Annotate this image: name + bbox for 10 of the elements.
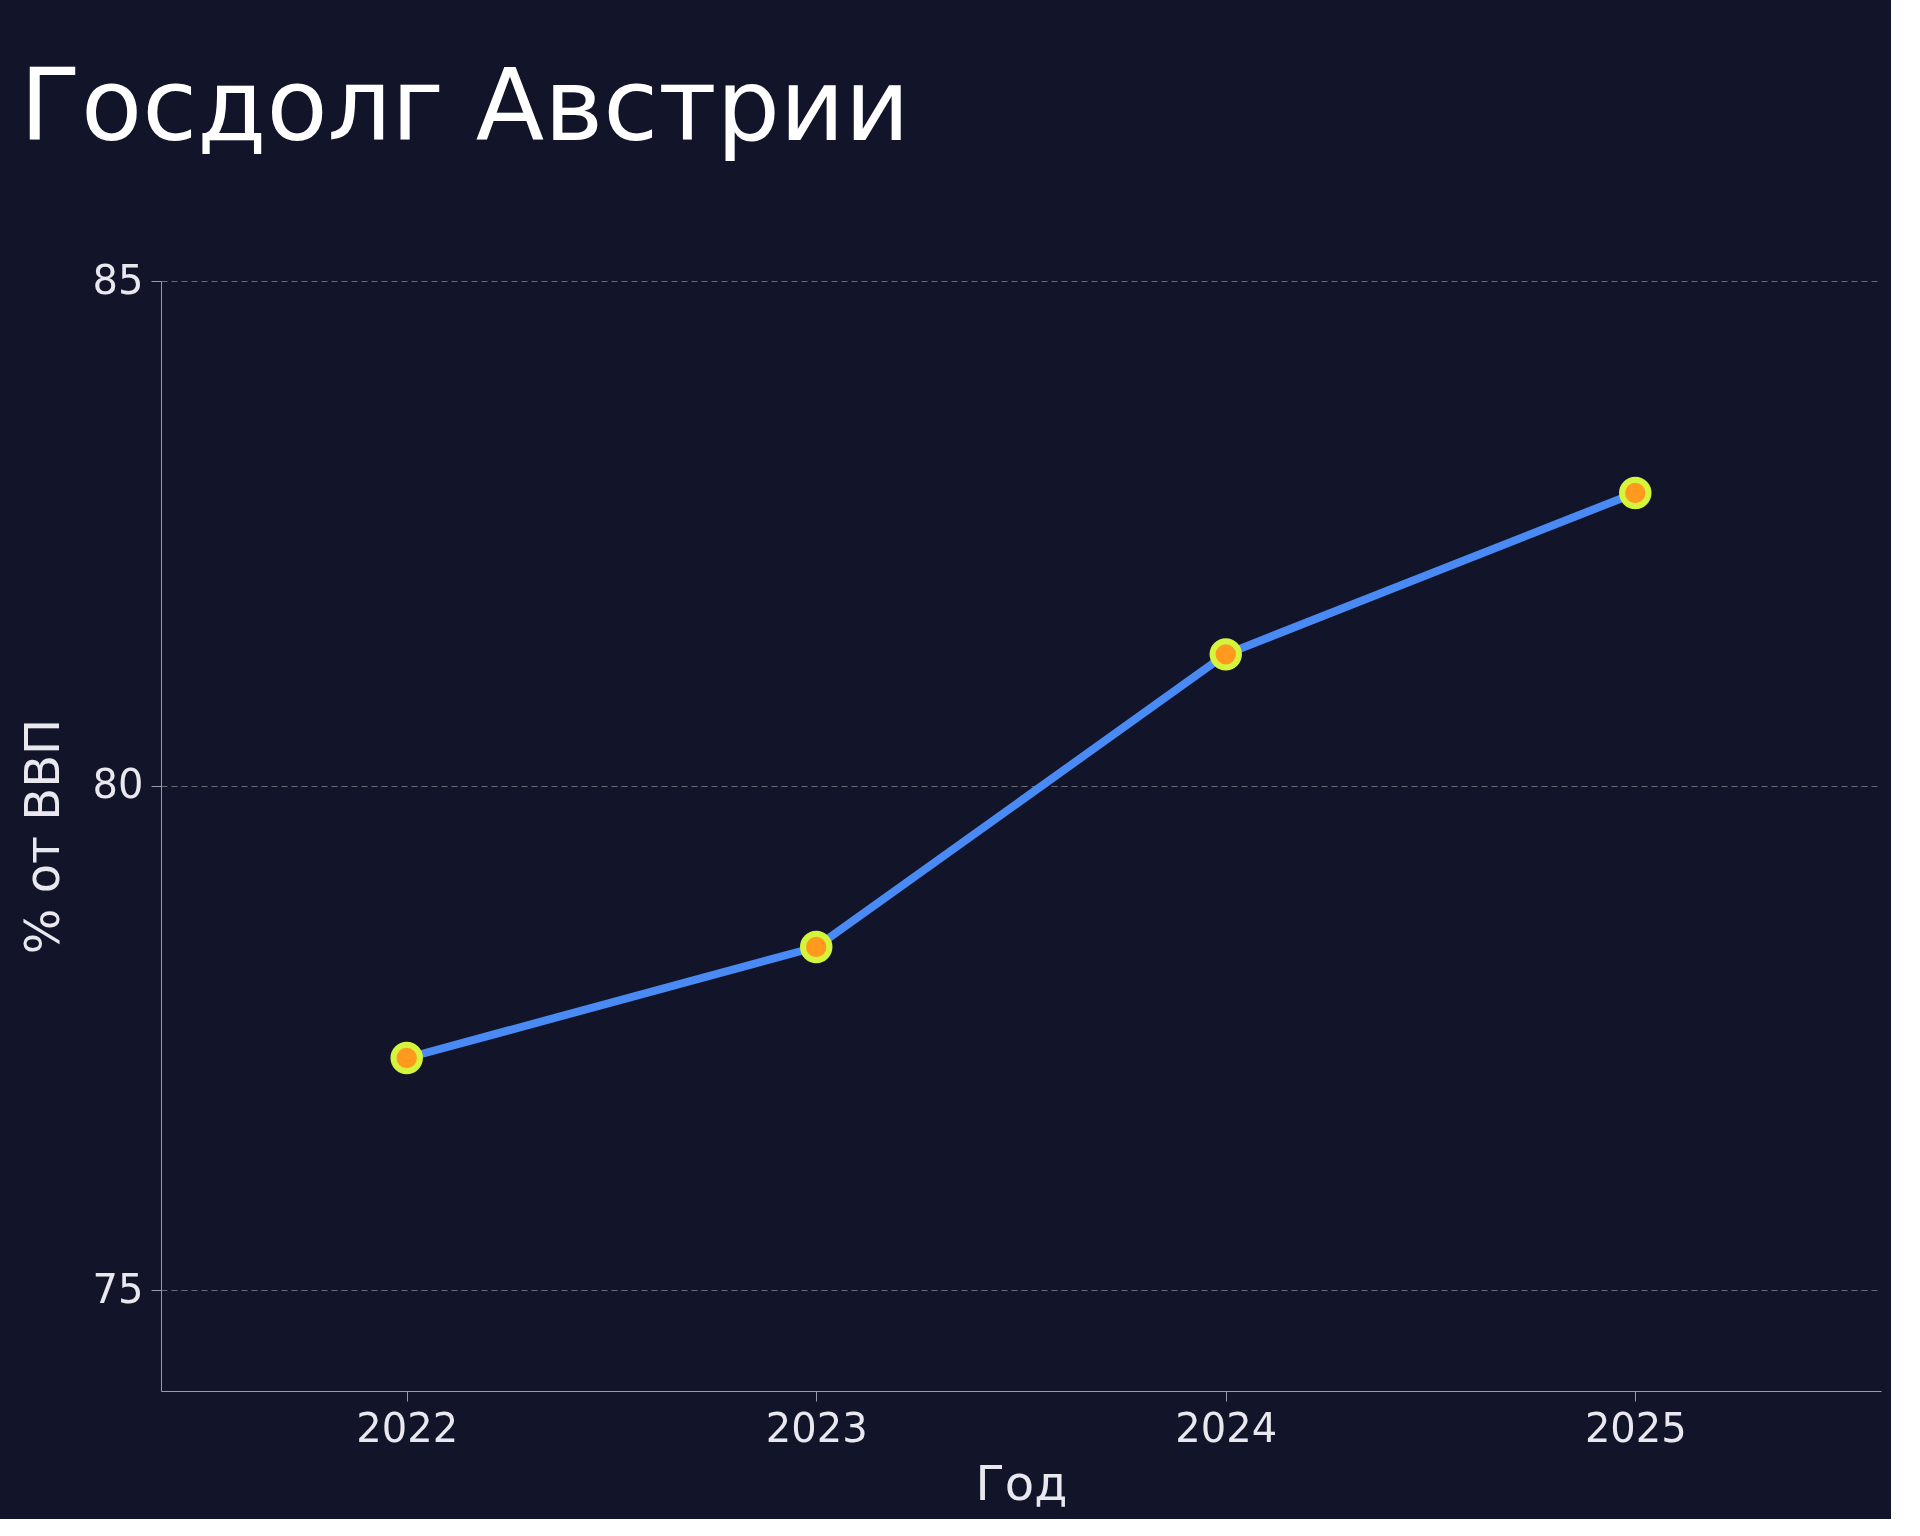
x-tick-label: 2022 xyxy=(356,1404,459,1451)
chart-title: Госдолг Австрии xyxy=(20,47,910,164)
x-tick-label: 2025 xyxy=(1584,1404,1687,1451)
x-tick-label: 2024 xyxy=(1175,1404,1278,1451)
y-axis-title: % от ВВП xyxy=(13,718,70,955)
x-tick-label: 2023 xyxy=(765,1404,868,1451)
x-axis-title: Год xyxy=(975,1454,1068,1511)
y-tick-label: 80 xyxy=(92,761,144,808)
y-tick-label: 85 xyxy=(92,256,144,303)
y-tick-label: 75 xyxy=(92,1265,144,1312)
